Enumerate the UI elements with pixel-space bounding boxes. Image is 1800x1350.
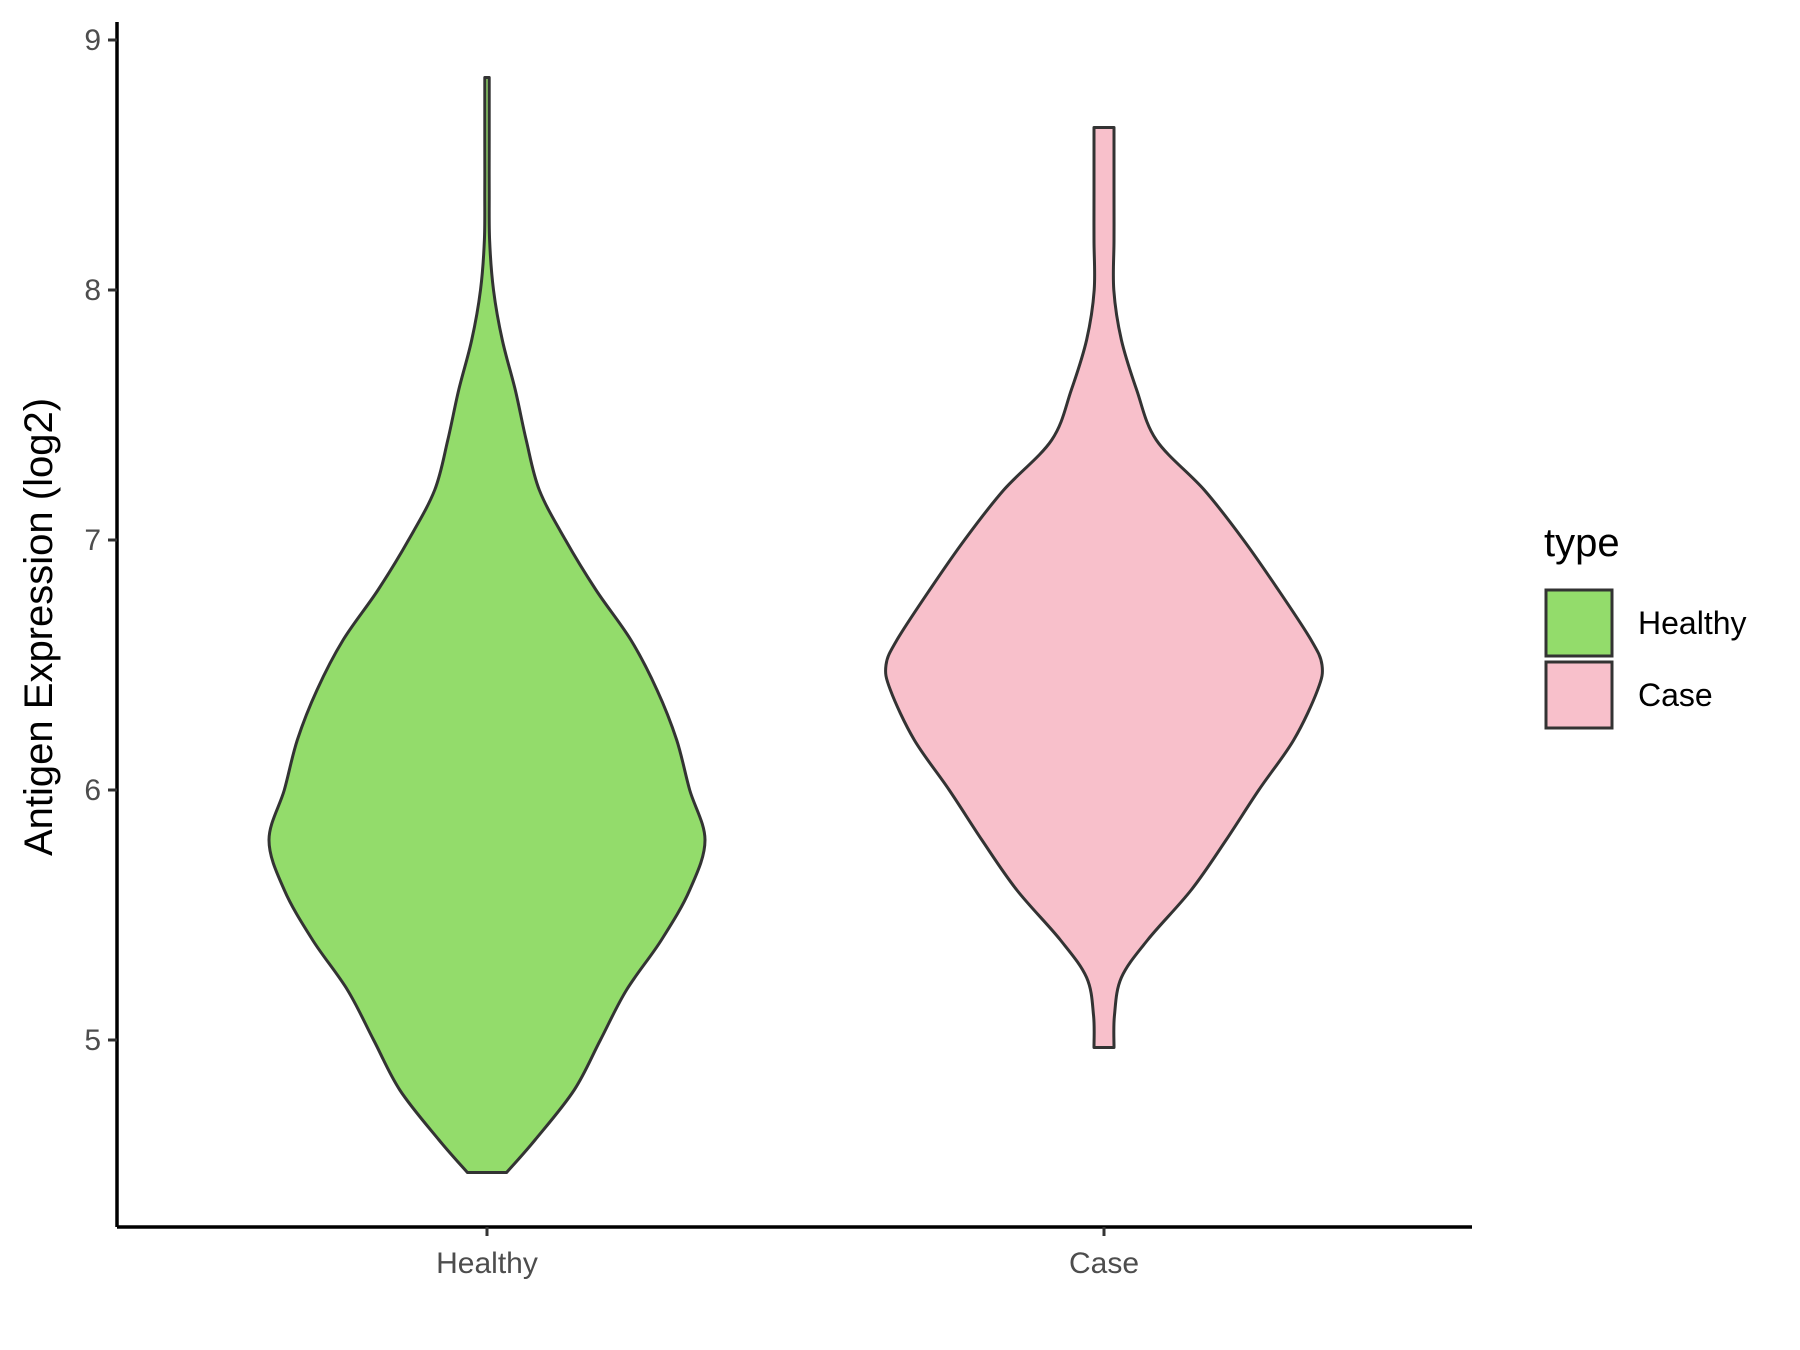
y-tick-label-7: 7 [84,524,101,557]
legend-key-healthy [1544,588,1614,658]
legend-key-case [1544,660,1614,730]
axes-layer: 5 6 7 8 9 Healthy Case [84,22,1472,1280]
legend-label-healthy: Healthy [1638,605,1747,641]
legend: type Healthy Case [1544,521,1747,730]
y-tick-label-6: 6 [84,774,101,807]
legend-label-case: Case [1638,677,1713,713]
y-tick-label-8: 8 [84,274,101,307]
x-tick-label-healthy: Healthy [436,1247,538,1280]
y-axis-title: Antigen Expression (log2) [17,398,61,856]
y-tick-label-5: 5 [84,1024,101,1057]
y-tick-label-9: 9 [84,24,101,57]
legend-title: type [1544,521,1620,565]
violins-layer [267,76,1324,1174]
violin-case [884,126,1324,1049]
x-tick-label-case: Case [1069,1247,1139,1280]
violin-healthy [267,76,707,1174]
